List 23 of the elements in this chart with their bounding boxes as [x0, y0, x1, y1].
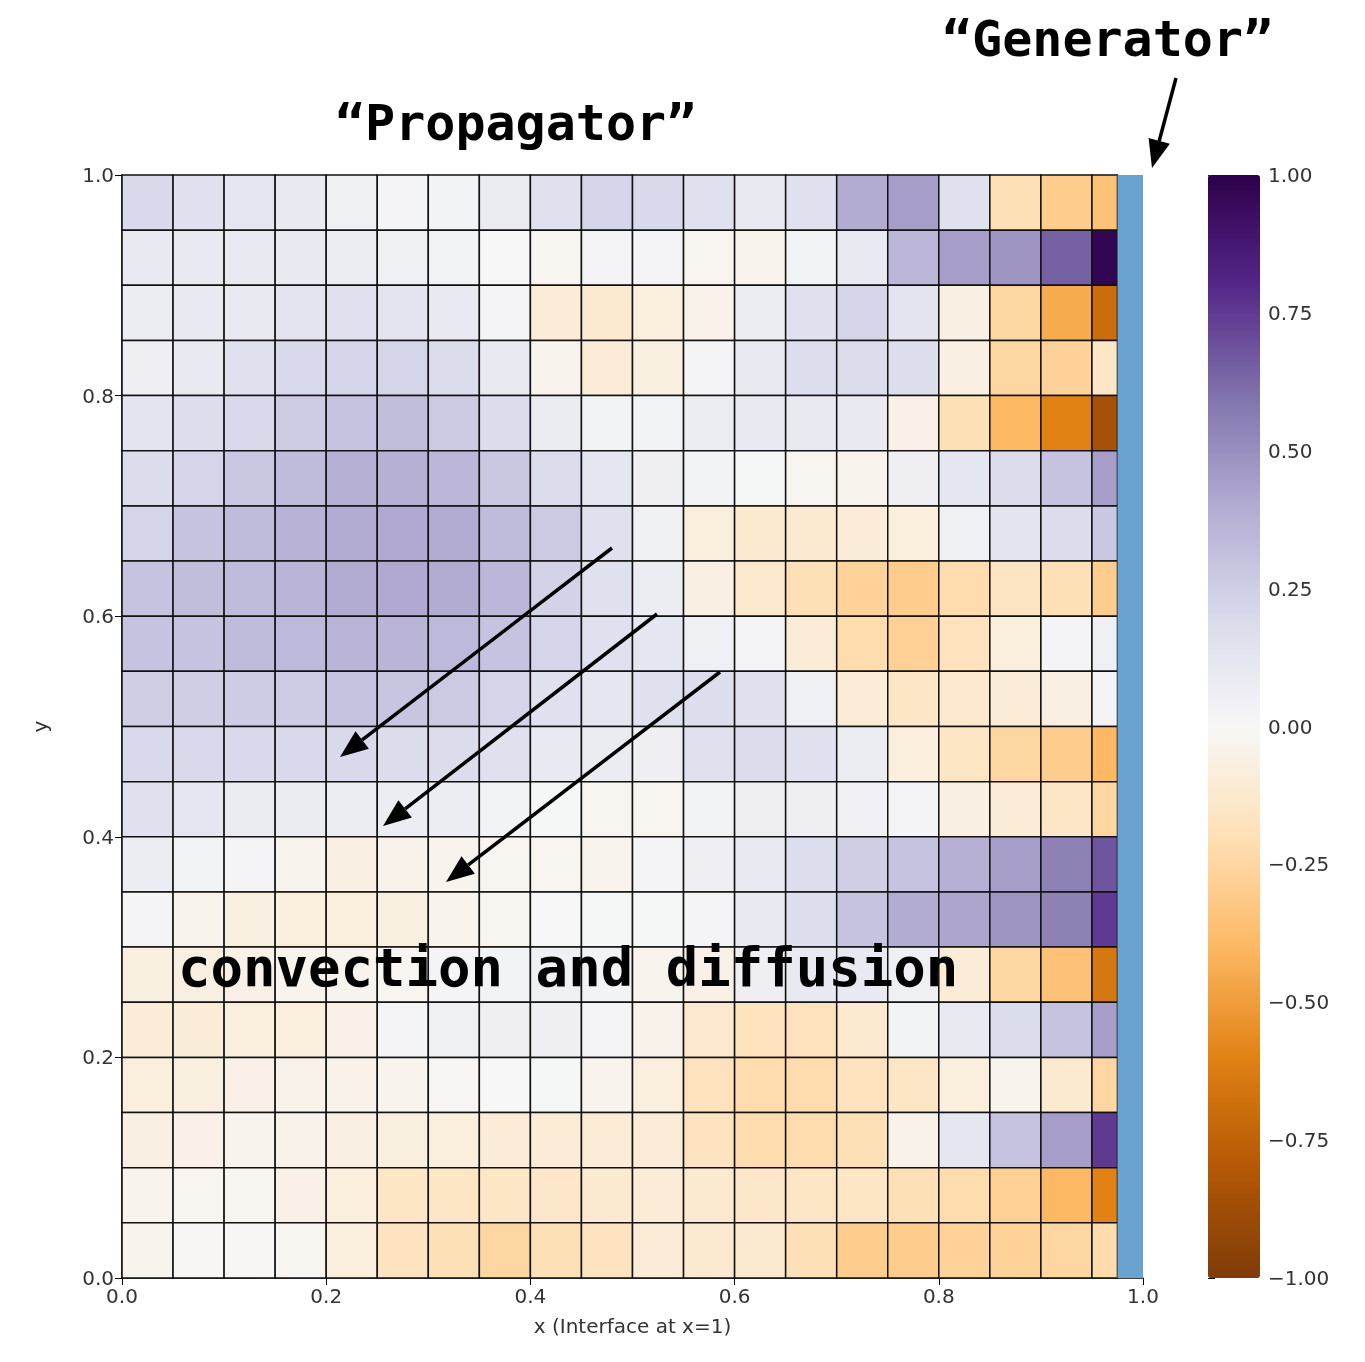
y-tick-label: 1.0 — [82, 163, 114, 187]
color-bar-label: −0.50 — [1268, 990, 1330, 1015]
color-bar-label: 0.50 — [1268, 438, 1313, 463]
x-tick-label: 0.6 — [718, 1284, 751, 1308]
color-bar-label: −0.25 — [1268, 852, 1330, 877]
x-tick-label: 0.8 — [922, 1284, 955, 1308]
text: “Propagator” — [335, 94, 697, 152]
x-axis-title: x (Interface at x=1) — [533, 1314, 732, 1338]
x-tick-label: 1.0 — [1127, 1284, 1159, 1308]
color-bar-label: −0.75 — [1268, 1128, 1330, 1153]
color-bar-label: −1.00 — [1268, 1266, 1330, 1290]
y-tick-label: 0.2 — [82, 1045, 114, 1070]
color-bar-label: 0.00 — [1268, 714, 1313, 739]
y-tick-label: 0.4 — [82, 824, 114, 849]
y-tick-label: 0.8 — [82, 383, 114, 408]
x-tick-label: 0.2 — [310, 1284, 343, 1308]
y-tick-label: 0.6 — [82, 604, 114, 629]
color-bar-label: 1.00 — [1268, 163, 1313, 187]
band-label: “Generator” — [942, 10, 1274, 68]
color-bar-label: 0.25 — [1268, 576, 1313, 601]
color-bar-label: 0.75 — [1268, 300, 1313, 325]
y-axis-title: y — [28, 720, 52, 733]
x-tick-label: 0.4 — [514, 1284, 547, 1308]
